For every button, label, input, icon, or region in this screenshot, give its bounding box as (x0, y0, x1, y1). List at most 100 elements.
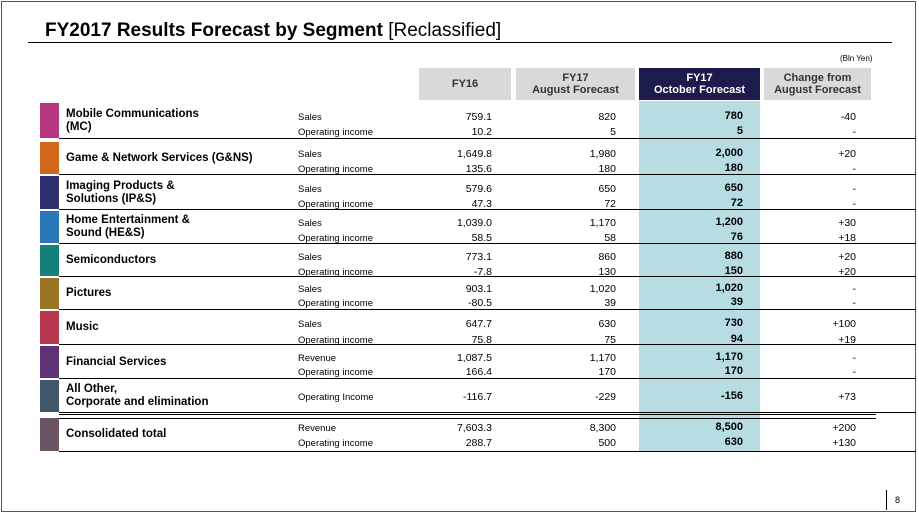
value-fy16: 75.8 (471, 334, 492, 346)
value-change: - (852, 163, 857, 175)
segment-divider (59, 276, 916, 277)
value-change: +20 (838, 266, 856, 278)
segment-name: All Other, Corporate and elimination (66, 383, 209, 408)
segment-divider (59, 451, 916, 452)
segment-name: Semiconductors (66, 254, 157, 266)
value-october: 780 (724, 110, 743, 122)
page-number-divider (886, 490, 887, 510)
segment-divider (59, 209, 916, 210)
value-august: 130 (598, 266, 616, 278)
value-change: - (852, 183, 857, 195)
title-suffix: [Reclassified] (382, 20, 502, 41)
value-october: 650 (724, 182, 743, 194)
row-label: Operating income (298, 438, 373, 449)
header-oct-line1: FY17 (686, 72, 713, 84)
value-august: 170 (598, 366, 616, 378)
value-fy16: 773.1 (465, 251, 492, 263)
value-august: 1,170 (589, 217, 616, 229)
value-october: 76 (730, 231, 743, 243)
segment-divider (59, 138, 916, 139)
value-change: +20 (838, 148, 856, 160)
segment-divider (59, 243, 916, 244)
segment-divider (59, 174, 916, 175)
value-august: 1,170 (589, 352, 616, 364)
value-october: 1,200 (715, 216, 743, 228)
title-divider (28, 42, 892, 43)
value-october: 1,170 (715, 351, 743, 363)
value-fy16: -116.7 (463, 391, 492, 403)
unit-label: (Bln Yen) (840, 54, 873, 63)
value-change: +20 (838, 251, 856, 263)
row-label: Operating income (298, 127, 373, 138)
row-label: Operating income (298, 335, 373, 346)
header-change-line2: August Forecast (774, 84, 861, 96)
value-fy16: 166.4 (465, 366, 492, 378)
value-october: -156 (720, 390, 743, 402)
row-label: Sales (298, 218, 322, 229)
value-change: - (852, 366, 857, 378)
value-august: 72 (604, 198, 616, 210)
value-change: - (852, 126, 857, 138)
segment-color-bar (40, 346, 59, 378)
value-fy16: 1,649.8 (456, 148, 492, 160)
row-label: Operating Income (298, 392, 374, 403)
segment-divider (59, 344, 916, 345)
header-oct-line2: October Forecast (653, 84, 746, 96)
value-october: 730 (724, 317, 743, 329)
value-october: 630 (724, 436, 743, 448)
segment-name: Game & Network Services (G&NS) (66, 151, 253, 164)
row-label: Operating income (298, 267, 373, 278)
segment-color-bar (40, 278, 59, 309)
value-october: 2,000 (715, 147, 743, 159)
value-october: 39 (730, 296, 743, 308)
row-label: Sales (298, 252, 322, 263)
value-august: 1,980 (589, 148, 616, 160)
segment-name: Imaging Products & Solutions (IP&S) (66, 179, 175, 205)
value-fy16: 1,039.0 (456, 217, 492, 229)
row-label: Sales (298, 149, 322, 160)
row-label: Revenue (298, 353, 337, 364)
value-october: 170 (724, 365, 743, 377)
row-label: Sales (298, 319, 322, 330)
segment-divider (59, 412, 916, 413)
value-change: +200 (832, 422, 856, 434)
row-label: Operating income (298, 367, 373, 378)
value-august: 75 (604, 334, 616, 346)
value-august: 180 (598, 163, 616, 175)
value-change: +130 (832, 437, 856, 449)
segment-color-bar (40, 103, 59, 138)
value-change: - (852, 297, 857, 309)
header-change-line1: Change from (783, 72, 852, 84)
segment-color-bar (40, 380, 59, 412)
value-fy16: 47.3 (471, 198, 492, 210)
value-fy16: 903.1 (465, 283, 492, 295)
segment-color-bar (40, 418, 59, 451)
value-october: 72 (730, 197, 743, 209)
segment-name: Home Entertainment & Sound (HE&S) (66, 214, 190, 239)
row-label: Operating income (298, 298, 373, 309)
segment-name: Financial Services (66, 355, 167, 368)
value-august: 58 (604, 232, 616, 244)
value-fy16: -80.5 (468, 297, 492, 309)
value-october: 5 (736, 125, 743, 137)
value-august: 650 (598, 183, 616, 195)
value-change: +18 (838, 232, 856, 244)
segment-divider (59, 378, 916, 379)
value-fy16: 647.7 (465, 318, 492, 330)
value-october: 8,500 (715, 421, 743, 433)
row-label: Operating income (298, 164, 373, 175)
value-august: 630 (598, 318, 616, 330)
value-august: 820 (598, 111, 616, 123)
segment-name: Mobile Communications (MC) (66, 107, 199, 133)
value-fy16: 10.2 (471, 126, 492, 138)
segment-color-bar (40, 176, 59, 209)
header-fy16: FY16 (419, 68, 511, 100)
value-august: 5 (610, 126, 616, 138)
value-change: - (852, 198, 857, 210)
value-fy16: -7.8 (473, 266, 492, 278)
title-main: FY2017 Results Forecast by Segment (45, 20, 383, 41)
value-fy16: 58.5 (471, 232, 492, 244)
value-fy16: 1,087.5 (456, 352, 492, 364)
value-fy16: 135.6 (465, 163, 492, 175)
